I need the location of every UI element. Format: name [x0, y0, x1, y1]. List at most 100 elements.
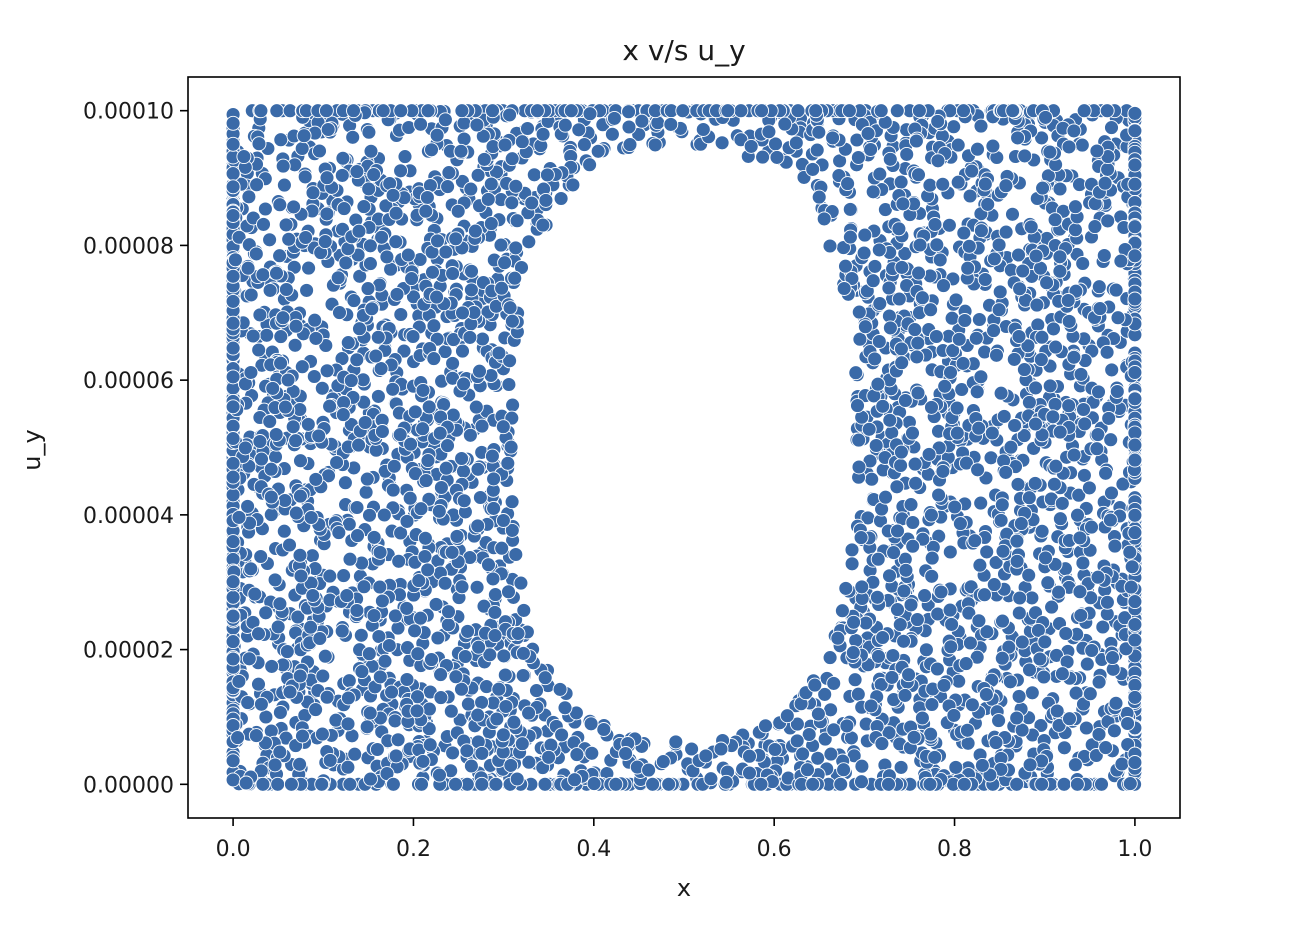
scatter-point: [980, 196, 996, 212]
scatter-point: [932, 252, 948, 268]
scatter-point: [826, 722, 842, 738]
scatter-point: [1084, 519, 1099, 535]
scatter-point: [254, 451, 269, 467]
scatter-point: [456, 131, 472, 147]
scatter-point: [470, 167, 486, 183]
scatter-point: [933, 584, 949, 600]
scatter-point: [225, 753, 241, 769]
scatter-point: [272, 197, 288, 213]
scatter-point: [249, 177, 265, 193]
scatter-point: [1021, 567, 1037, 583]
scatter-point: [253, 103, 269, 119]
y-tick-label: 0.00008: [83, 234, 174, 259]
scatter-point: [1034, 329, 1050, 345]
scatter-point: [1098, 740, 1114, 756]
scatter-point: [1009, 710, 1025, 726]
scatter-point: [910, 335, 926, 351]
scatter-point: [433, 667, 449, 683]
scatter-point: [399, 600, 415, 616]
scatter-point: [950, 137, 966, 153]
scatter-point: [485, 571, 501, 587]
scatter-point: [319, 170, 335, 186]
scatter-point: [998, 178, 1014, 194]
scatter-point: [986, 251, 1002, 267]
scatter-point: [1071, 487, 1087, 503]
scatter-point: [909, 612, 925, 628]
scatter-point: [346, 103, 361, 119]
scatter-point: [342, 776, 358, 792]
scatter-point: [995, 543, 1011, 559]
scatter-point: [335, 150, 351, 166]
scatter-point: [582, 106, 598, 122]
scatter-point: [272, 596, 288, 612]
scatter-point: [366, 529, 382, 545]
scatter-point: [767, 742, 783, 757]
scatter-point: [385, 187, 401, 203]
scatter-point: [405, 329, 421, 344]
scatter-point: [956, 776, 972, 792]
scatter-point: [485, 103, 500, 119]
scatter-point: [816, 211, 832, 227]
scatter-point: [946, 119, 962, 135]
scatter-point: [1052, 511, 1068, 527]
scatter-point: [417, 530, 433, 546]
scatter-point: [388, 748, 404, 764]
scatter-point: [962, 635, 978, 651]
scatter-point: [1029, 297, 1045, 313]
scatter-point: [428, 596, 444, 612]
scatter-point: [231, 509, 247, 525]
scatter-point: [924, 399, 939, 415]
scatter-point: [914, 290, 930, 306]
scatter-point: [645, 776, 661, 792]
scatter-point: [1127, 391, 1143, 407]
scatter-point: [909, 349, 925, 365]
scatter-point: [340, 759, 356, 775]
scatter-point: [343, 373, 359, 389]
scatter-point: [275, 310, 291, 326]
scatter-point: [454, 103, 470, 119]
x-axis-label: x: [677, 874, 691, 902]
scatter-point: [521, 705, 537, 721]
scatter-point: [668, 734, 684, 750]
scatter-point: [1122, 776, 1138, 792]
scatter-point: [287, 337, 303, 353]
y-tick-label: 0.00004: [83, 504, 174, 529]
scatter-point: [995, 613, 1010, 629]
scatter-point: [455, 305, 470, 321]
scatter-point: [1061, 313, 1077, 329]
scatter-point: [851, 304, 867, 320]
scatter-point: [307, 312, 323, 328]
scatter-point: [354, 664, 370, 680]
scatter-point: [305, 185, 321, 201]
scatter-point: [255, 267, 271, 283]
x-tick-label: 0.6: [757, 837, 792, 862]
scatter-point: [998, 224, 1014, 240]
scatter-point: [483, 216, 499, 232]
scatter-point: [349, 500, 365, 515]
scatter-point: [1056, 776, 1072, 792]
scatter-point: [497, 255, 513, 271]
scatter-point: [1022, 662, 1037, 678]
scatter-point: [910, 385, 926, 401]
scatter-point: [1037, 634, 1053, 650]
scatter-point: [314, 776, 330, 792]
scatter-point: [847, 672, 863, 688]
scatter-point: [356, 199, 372, 215]
scatter-point: [359, 471, 375, 487]
scatter-point: [269, 103, 285, 119]
scatter-point: [374, 593, 390, 609]
scatter-point: [351, 223, 367, 239]
scatter-point: [454, 681, 469, 697]
scatter-point: [817, 731, 833, 747]
scatter-point: [413, 610, 428, 626]
scatter-point: [299, 282, 315, 298]
scatter-point: [541, 749, 557, 765]
scatter-point: [251, 136, 267, 152]
scatter-point: [231, 673, 247, 689]
scatter-point: [951, 673, 967, 689]
scatter-point: [993, 512, 1009, 528]
scatter-point: [298, 230, 314, 245]
scatter-point: [503, 757, 519, 773]
scatter-point: [230, 730, 246, 746]
scatter-point: [889, 103, 905, 119]
